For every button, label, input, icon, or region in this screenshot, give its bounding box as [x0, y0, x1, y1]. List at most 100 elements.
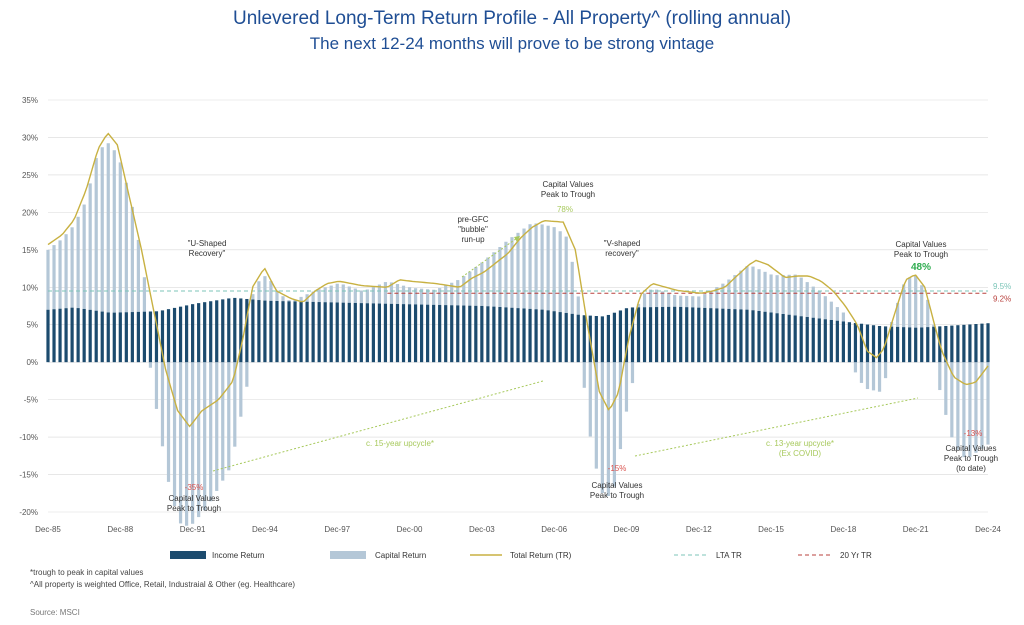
income-bar: [516, 308, 520, 363]
x-tick-label: Dec-91: [180, 525, 206, 534]
capital-bar: [962, 362, 966, 458]
capital-bar: [371, 287, 375, 304]
income-bar: [823, 319, 827, 363]
capital-bar: [624, 362, 629, 412]
income-bar: [142, 311, 147, 363]
income-bar: [474, 305, 478, 363]
capital-bar: [215, 362, 219, 491]
capital-bar: [263, 276, 267, 301]
capital-bar: [896, 302, 900, 327]
income-bar: [679, 306, 683, 363]
legend: Income Return Capital Return Total Return …: [170, 551, 872, 560]
income-bar: [757, 311, 761, 363]
income-bar: [401, 304, 406, 363]
income-bar: [811, 317, 815, 363]
income-bar: [88, 309, 92, 363]
capital-bar: [558, 231, 562, 313]
v-shaped-label-2: recovery": [605, 249, 639, 258]
capital-bar: [811, 286, 815, 318]
upcycle-13-label-2: (Ex COVID): [779, 449, 822, 458]
capital-bar: [407, 287, 412, 305]
capital-bar: [353, 288, 357, 303]
capital-bar: [227, 362, 231, 471]
capital-bar: [64, 234, 68, 309]
x-tick-label: Dec-15: [758, 525, 784, 534]
capital-bar: [395, 284, 400, 304]
income-bar: [920, 327, 924, 363]
income-bar: [341, 302, 345, 363]
capital-bar: [685, 295, 689, 308]
x-tick-label: Dec-24: [975, 525, 1001, 534]
capital-bar: [347, 286, 351, 303]
capital-bar: [908, 277, 912, 328]
capital-bar: [474, 267, 478, 306]
capital-bar: [775, 275, 779, 314]
trough-91-label-1: Capital Values: [169, 494, 220, 503]
income-bar: [70, 307, 74, 363]
run-up-arrow-head: [514, 236, 520, 242]
income-bar: [124, 312, 128, 363]
income-bar: [968, 324, 972, 363]
income-bar: [745, 309, 749, 363]
income-bar: [691, 307, 695, 363]
income-bar: [853, 322, 858, 363]
x-tick-label: Dec-85: [35, 525, 61, 534]
x-tick-label: Dec-21: [903, 525, 929, 534]
income-bar: [118, 312, 122, 363]
capital-bar: [498, 247, 502, 308]
y-tick-label: 30%: [22, 133, 38, 142]
income-bar: [727, 308, 731, 363]
capital-bar: [130, 206, 134, 313]
capital-bar: [335, 283, 339, 303]
income-bar: [166, 309, 171, 363]
upcycle-13-line: [634, 397, 919, 457]
income-bar: [130, 312, 134, 363]
capital-bar: [582, 362, 586, 388]
capital-bar: [877, 362, 882, 392]
x-tick-label: Dec-97: [324, 525, 350, 534]
chart-title: Unlevered Long-Term Return Profile - All…: [232, 8, 792, 29]
income-bar: [275, 301, 279, 363]
capital-bar: [287, 300, 291, 302]
income-bar: [648, 307, 653, 363]
income-bar: [582, 315, 586, 363]
income-bar: [787, 314, 791, 363]
twenty-yr-tr-value-label: 9.2%: [993, 294, 1011, 303]
income-bar: [281, 301, 285, 363]
upcycle-15-label: c. 15-year upcycle*: [366, 439, 434, 448]
capital-bar: [859, 362, 864, 383]
capital-bar: [377, 284, 382, 304]
y-tick-label: 0%: [26, 358, 38, 367]
income-bar: [498, 307, 502, 363]
capital-bar: [691, 296, 695, 308]
capital-bar: [94, 158, 98, 311]
income-bar: [540, 309, 544, 363]
income-bar: [835, 320, 839, 363]
capital-bar: [468, 271, 472, 306]
capital-bar: [769, 274, 773, 313]
capital-bar: [197, 362, 201, 518]
income-bar: [203, 302, 207, 363]
income-bar: [703, 307, 707, 363]
income-bar: [817, 318, 821, 363]
capital-bar: [938, 362, 942, 391]
capital-bar: [160, 362, 165, 447]
capital-bar: [522, 228, 526, 309]
income-bar: [227, 298, 231, 363]
capital-bar: [154, 362, 159, 409]
footnote-property: ^All property is weighted Office, Retail…: [30, 580, 296, 589]
gfc91-trough-pct: -35%: [185, 483, 204, 492]
capital-bar: [245, 362, 249, 387]
capital-bar: [799, 277, 803, 317]
capital-bar: [648, 289, 653, 308]
capital-bar: [697, 296, 701, 308]
capital-bar: [612, 362, 617, 487]
capital-bar: [142, 277, 147, 312]
income-bar: [841, 321, 845, 363]
capital-bar: [516, 232, 520, 309]
income-bar: [419, 304, 424, 363]
income-bar: [510, 307, 514, 363]
capital-bar: [239, 362, 243, 417]
chart-subtitle: The next 12-24 months will prove to be s…: [309, 34, 715, 53]
income-bar: [94, 310, 98, 363]
